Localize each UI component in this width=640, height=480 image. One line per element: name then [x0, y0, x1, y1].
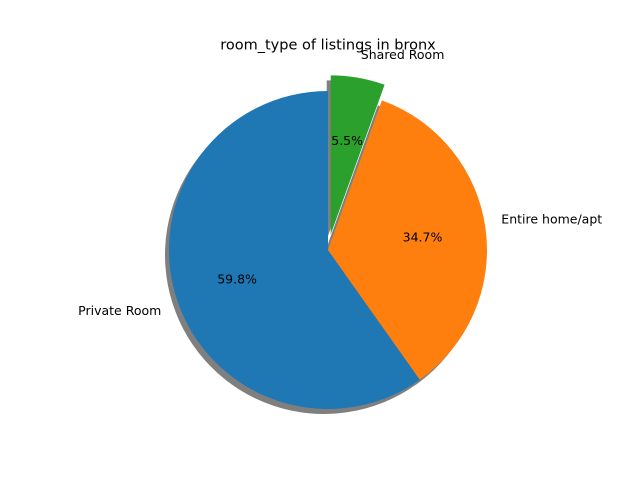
slice-percent-entire-home-apt: 34.7% [403, 230, 443, 245]
chart-title: room_type of listings in bronx [220, 38, 436, 54]
slice-label-shared-room: Shared Room [361, 47, 445, 62]
pie-slice-private-room [168, 91, 420, 410]
pie-slice-entire-home-apt [328, 100, 487, 380]
slice-percent-shared-room: 5.5% [331, 133, 363, 148]
slice-label-private-room: Private Room [78, 303, 161, 318]
pie-slice-shared-room [330, 75, 385, 235]
slice-percent-private-room: 59.8% [217, 271, 257, 286]
pie-labels: Private Room 59.8% Entire home/apt 34.7% Sha… [78, 47, 602, 318]
slice-label-entire-home-apt: Entire home/apt [501, 211, 602, 226]
pie-slices [168, 75, 487, 410]
